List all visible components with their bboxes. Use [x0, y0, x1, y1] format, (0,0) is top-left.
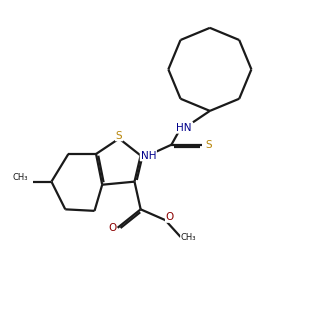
Text: HN: HN [176, 123, 192, 133]
Text: S: S [205, 140, 212, 150]
Text: O: O [108, 223, 116, 233]
Text: O: O [166, 212, 174, 222]
Text: CH₃: CH₃ [180, 233, 196, 242]
Text: S: S [116, 131, 122, 141]
Text: CH₃: CH₃ [13, 174, 28, 183]
Text: NH: NH [141, 151, 156, 160]
